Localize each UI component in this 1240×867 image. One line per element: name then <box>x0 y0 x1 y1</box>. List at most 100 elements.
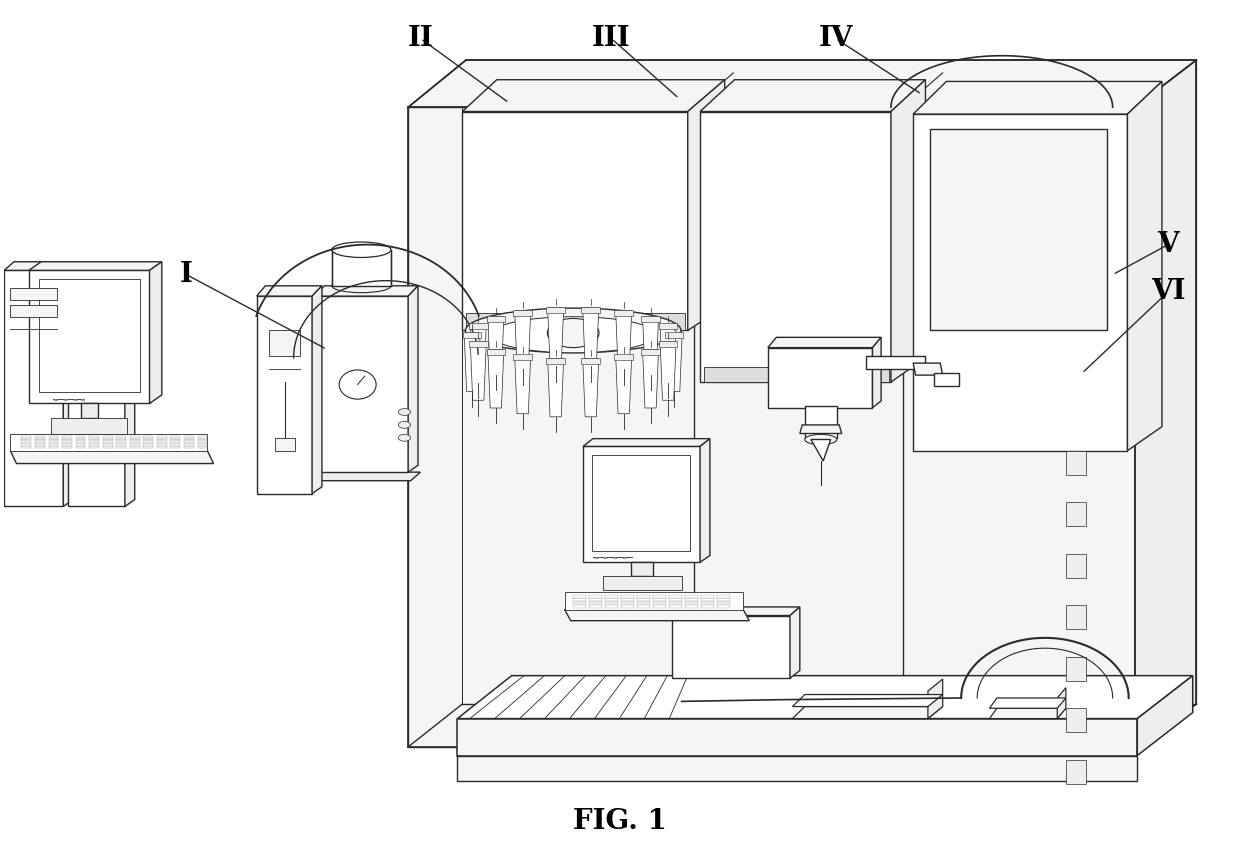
Bar <box>573 605 585 608</box>
Polygon shape <box>660 342 676 401</box>
Polygon shape <box>867 356 925 369</box>
Polygon shape <box>548 358 564 417</box>
Polygon shape <box>4 271 63 506</box>
Bar <box>269 330 300 356</box>
Bar <box>48 439 58 440</box>
Polygon shape <box>470 324 486 382</box>
Polygon shape <box>315 286 418 297</box>
Polygon shape <box>892 80 925 382</box>
Ellipse shape <box>465 308 681 353</box>
Polygon shape <box>672 616 790 678</box>
Bar <box>653 605 666 608</box>
Polygon shape <box>913 81 1162 114</box>
Bar <box>605 598 618 601</box>
Polygon shape <box>81 403 98 418</box>
Bar <box>35 439 45 440</box>
Bar <box>653 595 666 597</box>
Polygon shape <box>1137 675 1193 755</box>
Bar <box>21 441 31 443</box>
Polygon shape <box>312 286 322 493</box>
Polygon shape <box>660 324 676 382</box>
Bar <box>717 595 729 597</box>
Polygon shape <box>1066 708 1085 733</box>
Bar <box>117 441 126 443</box>
Bar <box>637 602 650 604</box>
Bar <box>62 441 72 443</box>
Bar <box>184 436 193 438</box>
Ellipse shape <box>64 399 68 401</box>
Polygon shape <box>464 333 480 391</box>
Bar <box>665 332 683 338</box>
Bar <box>653 602 666 604</box>
Polygon shape <box>564 610 749 621</box>
Bar <box>48 444 58 446</box>
Polygon shape <box>408 286 418 473</box>
Polygon shape <box>487 316 503 375</box>
Polygon shape <box>1058 688 1066 719</box>
Bar <box>170 444 180 446</box>
Bar <box>38 279 140 392</box>
Bar <box>21 444 31 446</box>
Bar <box>10 304 57 316</box>
Polygon shape <box>310 473 420 480</box>
Polygon shape <box>1127 81 1162 451</box>
Polygon shape <box>463 80 724 112</box>
Bar <box>686 598 698 601</box>
Bar <box>184 444 193 446</box>
Bar <box>21 436 31 438</box>
Polygon shape <box>790 607 800 678</box>
Ellipse shape <box>805 434 837 445</box>
Bar <box>637 605 650 608</box>
Bar <box>103 447 113 448</box>
Polygon shape <box>631 563 653 576</box>
Ellipse shape <box>614 557 618 559</box>
Bar <box>76 436 86 438</box>
Bar <box>547 357 565 363</box>
Bar <box>184 439 193 440</box>
Bar <box>130 439 140 440</box>
Bar <box>117 436 126 438</box>
Bar <box>157 436 166 438</box>
Bar <box>130 441 140 443</box>
Ellipse shape <box>622 557 626 559</box>
Bar <box>621 602 634 604</box>
Bar <box>670 598 682 601</box>
Polygon shape <box>873 337 882 407</box>
Polygon shape <box>63 262 73 506</box>
Polygon shape <box>583 358 599 417</box>
Bar <box>658 341 677 347</box>
Bar <box>702 595 713 597</box>
Bar <box>641 349 660 355</box>
Polygon shape <box>990 698 1066 708</box>
Bar <box>144 436 154 438</box>
Bar <box>10 289 57 300</box>
Polygon shape <box>672 607 800 616</box>
Bar <box>670 602 682 604</box>
Bar <box>144 441 154 443</box>
Text: VI: VI <box>1151 278 1185 305</box>
Bar <box>76 439 86 440</box>
Bar <box>275 438 295 451</box>
Polygon shape <box>1066 605 1085 629</box>
Bar <box>157 444 166 446</box>
Polygon shape <box>515 310 531 369</box>
Polygon shape <box>603 576 682 590</box>
Bar <box>184 447 193 448</box>
Bar <box>702 602 713 604</box>
Polygon shape <box>583 447 701 563</box>
Polygon shape <box>913 363 942 375</box>
Polygon shape <box>458 755 1137 781</box>
Bar <box>582 307 600 313</box>
Bar <box>637 598 650 601</box>
Polygon shape <box>768 337 882 348</box>
Ellipse shape <box>332 279 391 293</box>
Polygon shape <box>1066 502 1085 526</box>
Bar <box>89 439 99 440</box>
Polygon shape <box>990 708 1066 719</box>
Polygon shape <box>470 342 486 401</box>
Bar <box>717 602 729 604</box>
Bar <box>103 444 113 446</box>
Polygon shape <box>332 250 391 286</box>
Bar <box>170 436 180 438</box>
Ellipse shape <box>73 399 77 401</box>
